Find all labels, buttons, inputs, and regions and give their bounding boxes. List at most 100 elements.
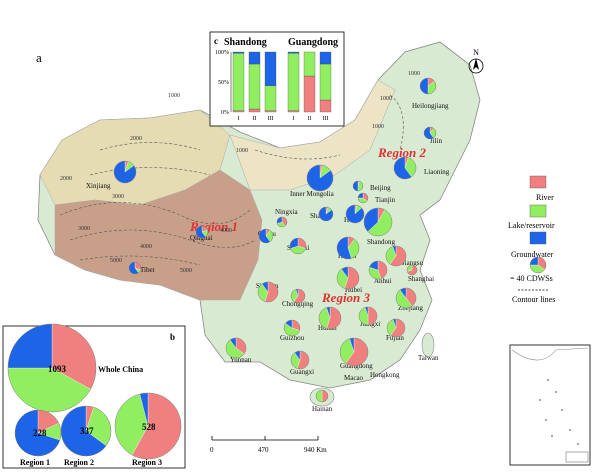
bar-lake (287, 53, 300, 111)
pie-inner-mongolia (306, 164, 334, 192)
label-jilin: Jilin (430, 137, 443, 145)
contour-label: 2000 (60, 176, 72, 182)
category-tick: I (238, 116, 240, 122)
bar-river (287, 110, 300, 113)
bar-lake (248, 63, 261, 110)
scale-tick-0: 0 (210, 446, 214, 454)
contour-lines (59, 94, 404, 266)
legend-scale-label: = 40 CDWSs (510, 274, 553, 283)
pie-jilin (423, 126, 437, 140)
contour-label: 1000 (408, 71, 420, 77)
panel-b-label-text: Region 2 (64, 458, 94, 467)
label-guangdong: Guangdong (340, 362, 373, 370)
legend-groundwater-label: Groundwater (511, 250, 554, 259)
contour-label: 2000 (130, 136, 142, 142)
label-anhui: Anhui (374, 277, 392, 285)
pie-shaanxi (289, 237, 307, 255)
contour-label: 5000 (180, 268, 192, 274)
pie-hunan (318, 306, 342, 330)
panel-b-label-text: Whole China (98, 365, 143, 374)
legend-contour-label: Contour lines (512, 295, 555, 304)
label-zhejiang: Zhejiang (398, 304, 423, 312)
pie-ningxia (276, 216, 288, 228)
category-tick: III (268, 116, 274, 122)
terrain-north (229, 79, 396, 191)
pie-anhui (368, 260, 388, 280)
pie-jiangsu (385, 245, 407, 267)
label-liaoning: Liaoning (424, 168, 450, 176)
province-pies (113, 77, 437, 403)
panel-b-pie-0 (7, 323, 97, 413)
label-hainan: Hainan (312, 405, 333, 413)
pie-guangxi (290, 350, 310, 370)
contour-label: 4000 (140, 244, 152, 250)
terrain-plateau (54, 169, 263, 301)
pie-hubei (336, 266, 360, 290)
y-tick: 0% (221, 110, 229, 116)
label-macao: Macao (344, 374, 364, 382)
pie-jiangxi (358, 306, 378, 326)
bar-river (319, 99, 332, 113)
bar-groundwater (248, 51, 261, 65)
pie-xinjiang (113, 160, 137, 184)
panel-b-value: 528 (142, 422, 156, 432)
contour-label: 1000 (168, 93, 180, 99)
south-china-sea-inset (509, 344, 591, 466)
label-taiwan: Taiwan (418, 354, 439, 362)
pie-shanxi (318, 206, 334, 222)
label-xinjiang: Xinjiang (86, 182, 111, 190)
pie-sichuan (257, 281, 279, 303)
panel-b-value: 228 (33, 428, 47, 438)
bar-river (264, 110, 277, 113)
stacked-bars (232, 51, 332, 113)
bar-lake (303, 51, 316, 77)
label-ningxia: Ningxia (275, 208, 298, 216)
pie-shanghai (406, 264, 418, 276)
y-tick: 50% (218, 80, 229, 86)
label-fujian: Fujian (386, 334, 404, 342)
label-yunnan: Yunnan (230, 356, 252, 364)
label-tibet: Tibet (140, 266, 155, 274)
contour-label: 3000 (112, 194, 124, 200)
panel-b-value: 1093 (48, 364, 67, 374)
label-hubei: Hubei (345, 286, 362, 294)
north-arrow-icon: N (468, 48, 484, 74)
panel-b-inset: b 1093 Whole China 228 Region 1 337 Region 2 5… (2, 323, 186, 469)
pie-guizhou (283, 319, 301, 337)
bar-river (248, 108, 261, 113)
panel-b-pie-3 (114, 392, 182, 460)
y-tick: 100% (215, 50, 229, 56)
panel-b-pie-2 (60, 405, 112, 457)
bar-groundwater (319, 51, 332, 65)
region-3-label: Region 3 (321, 290, 371, 305)
contour-label: 1000 (372, 124, 384, 130)
bar-lake (264, 85, 277, 111)
panel-a-label: a (36, 50, 42, 65)
contour-label: 4000 (220, 228, 232, 234)
panel-b-value: 337 (80, 426, 94, 436)
pie-tianjin (357, 192, 369, 204)
pie-gansu (258, 228, 274, 244)
panel-c-inset: c Shandong Guangdong I II III I II III0%50%10… (209, 31, 345, 127)
pie-liaoning (393, 156, 417, 180)
legend-groundwater-swatch (529, 231, 547, 245)
label-shandong: Shandong (367, 238, 396, 246)
group-label-shandong: Shandong (224, 37, 267, 48)
pie-tibet (128, 261, 142, 275)
pie-qinghai (195, 225, 209, 239)
contour-label: 1000 (380, 96, 392, 102)
legend-river-swatch (529, 175, 547, 189)
legend-river-label: River (536, 193, 554, 202)
legend: River Lake/reservoir Groundwater = 40 CD… (508, 175, 555, 304)
label-guangxi: Guangxi (290, 368, 314, 376)
bar-river (303, 75, 316, 113)
panel-c-label: c (214, 36, 218, 46)
bar-river (232, 110, 245, 113)
panel-b-label-text: Region 1 (20, 458, 50, 467)
pie-yunnan (225, 337, 247, 359)
scale-tick-470: 470 (258, 446, 269, 454)
label-jiangsu: Jiangsu (402, 259, 424, 267)
label-tianjin: Tianjin (375, 196, 395, 204)
